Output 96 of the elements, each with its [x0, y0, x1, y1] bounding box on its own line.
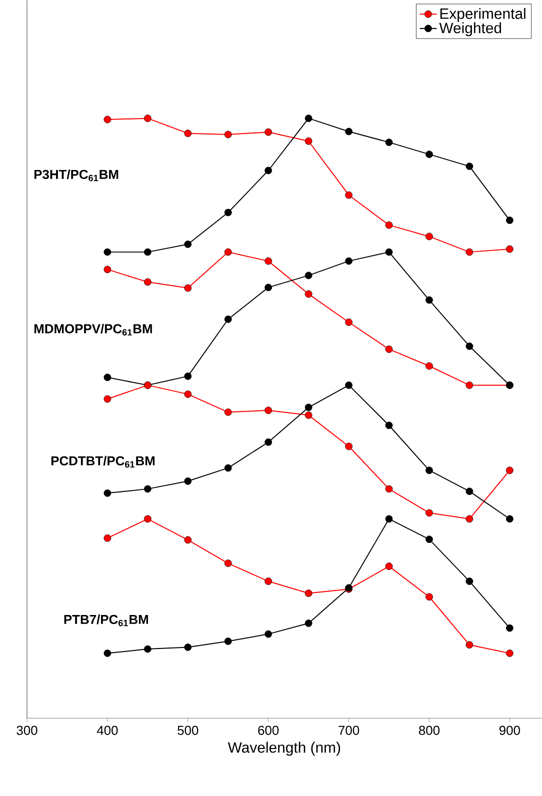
point: [345, 382, 352, 389]
point: [104, 374, 112, 382]
point: [184, 477, 192, 485]
point: [304, 620, 312, 627]
legend-label: Experimental: [440, 8, 526, 22]
point: [224, 316, 232, 323]
point: [184, 130, 192, 138]
point: [304, 411, 312, 419]
point: [385, 138, 393, 146]
x-tick-label: 800: [418, 726, 440, 735]
x-axis-title: Wavelength (nm): [228, 742, 340, 756]
point: [264, 128, 272, 136]
point: [385, 248, 393, 256]
point: [385, 221, 393, 229]
point: [385, 346, 393, 353]
point: [345, 318, 352, 326]
point: [426, 536, 433, 543]
point: [304, 137, 312, 145]
x-tick-label: 600: [258, 726, 279, 735]
point: [426, 466, 433, 474]
point: [466, 641, 474, 649]
point: [104, 395, 112, 403]
point: [506, 466, 514, 474]
point: [385, 422, 393, 430]
point: [304, 290, 312, 298]
point: [466, 488, 474, 496]
point: [144, 515, 152, 523]
point: [184, 536, 192, 544]
x-tick-label: 400: [96, 726, 118, 735]
point: [345, 442, 352, 450]
point: [184, 284, 192, 292]
point: [104, 489, 112, 497]
x-tick-label: 300: [16, 726, 38, 735]
x-tick-label: 900: [499, 726, 520, 735]
point: [466, 162, 474, 170]
point: [506, 624, 514, 632]
point: [224, 464, 232, 472]
point: [506, 216, 514, 224]
point: [426, 150, 433, 158]
point: [184, 390, 192, 398]
point: [104, 248, 112, 256]
point: [184, 372, 192, 380]
annotation: PCDTBT/PC$_{61}$BM: [51, 456, 155, 468]
point: [426, 509, 433, 517]
point: [264, 630, 272, 638]
point: [264, 406, 272, 414]
point: [506, 650, 514, 657]
point: [224, 560, 232, 567]
point: [264, 284, 272, 292]
point: [304, 272, 312, 280]
point: [466, 342, 474, 350]
point: [184, 644, 192, 651]
point: [104, 534, 112, 542]
point: [264, 438, 272, 446]
point: [466, 248, 474, 256]
point: [506, 515, 514, 523]
point: [466, 515, 474, 523]
point: [304, 114, 312, 122]
point: [506, 245, 514, 253]
point: [426, 362, 433, 370]
point: [426, 232, 433, 240]
point: [304, 590, 312, 597]
point: [144, 248, 152, 256]
point: [104, 650, 112, 657]
point: [466, 382, 474, 389]
point: [426, 296, 433, 304]
point: [144, 645, 152, 653]
point: [345, 191, 352, 199]
point: [104, 116, 112, 124]
point: [144, 114, 152, 122]
point: [264, 257, 272, 265]
annotation: P3HT/PC$_{61}$BM: [34, 170, 118, 182]
point: [224, 130, 232, 138]
point: [345, 257, 352, 265]
point: [426, 593, 433, 601]
annotation: MDMOPPV/PC$_{61}$BM: [34, 324, 152, 336]
point: [385, 562, 393, 570]
point: [385, 515, 393, 523]
point: [264, 166, 272, 174]
point: [304, 404, 312, 412]
legend-label: Weighted: [439, 22, 502, 36]
point: [264, 578, 272, 585]
point: [184, 240, 192, 248]
point: [144, 278, 152, 286]
point: [224, 638, 232, 645]
x-tick-label: 700: [338, 726, 360, 735]
annotation: PTB7/PC$_{61}$BM: [64, 614, 148, 626]
point: [144, 485, 152, 493]
point: [345, 128, 352, 136]
point: [466, 578, 474, 585]
point: [224, 248, 232, 256]
x-tick-label: 500: [178, 726, 198, 735]
point: [224, 208, 232, 216]
point: [104, 266, 112, 274]
point: [224, 408, 232, 416]
point: [385, 485, 393, 493]
